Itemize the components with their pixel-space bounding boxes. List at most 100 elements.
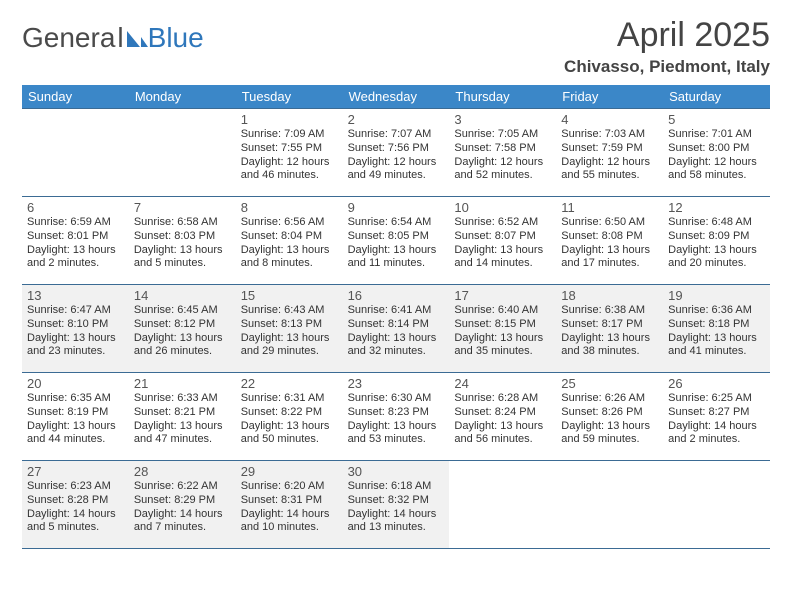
sunrise-text: Sunrise: 7:01 AM xyxy=(668,128,765,142)
sunrise-text: Sunrise: 6:41 AM xyxy=(348,304,445,318)
sunrise-text: Sunrise: 6:50 AM xyxy=(561,216,658,230)
sunset-text: Sunset: 8:21 PM xyxy=(134,406,231,420)
weekday-header: Thursday xyxy=(449,85,556,108)
calendar-cell: 23Sunrise: 6:30 AMSunset: 8:23 PMDayligh… xyxy=(343,372,450,460)
calendar-cell: 22Sunrise: 6:31 AMSunset: 8:22 PMDayligh… xyxy=(236,372,343,460)
sunrise-text: Sunrise: 6:54 AM xyxy=(348,216,445,230)
sunrise-text: Sunrise: 6:43 AM xyxy=(241,304,338,318)
sunrise-text: Sunrise: 6:28 AM xyxy=(454,392,551,406)
calendar-cell: 16Sunrise: 6:41 AMSunset: 8:14 PMDayligh… xyxy=(343,284,450,372)
sunset-text: Sunset: 8:26 PM xyxy=(561,406,658,420)
sunset-text: Sunset: 8:32 PM xyxy=(348,494,445,508)
day-number: 7 xyxy=(134,200,231,215)
weekday-header: Wednesday xyxy=(343,85,450,108)
day-number: 8 xyxy=(241,200,338,215)
daylight-text: Daylight: 13 hours and 8 minutes. xyxy=(241,244,338,272)
sunrise-text: Sunrise: 6:36 AM xyxy=(668,304,765,318)
calendar-cell: 5Sunrise: 7:01 AMSunset: 8:00 PMDaylight… xyxy=(663,108,770,196)
sunrise-text: Sunrise: 6:31 AM xyxy=(241,392,338,406)
day-number: 1 xyxy=(241,112,338,127)
daylight-text: Daylight: 14 hours and 10 minutes. xyxy=(241,508,338,536)
weekday-header: Tuesday xyxy=(236,85,343,108)
sunset-text: Sunset: 8:03 PM xyxy=(134,230,231,244)
day-number: 20 xyxy=(27,376,124,391)
calendar-cell: 17Sunrise: 6:40 AMSunset: 8:15 PMDayligh… xyxy=(449,284,556,372)
sunrise-text: Sunrise: 6:48 AM xyxy=(668,216,765,230)
calendar-bottom-rule xyxy=(22,548,770,549)
sunrise-text: Sunrise: 6:23 AM xyxy=(27,480,124,494)
daylight-text: Daylight: 13 hours and 5 minutes. xyxy=(134,244,231,272)
calendar-cell: 28Sunrise: 6:22 AMSunset: 8:29 PMDayligh… xyxy=(129,460,236,548)
sunrise-text: Sunrise: 6:47 AM xyxy=(27,304,124,318)
calendar-cell: 6Sunrise: 6:59 AMSunset: 8:01 PMDaylight… xyxy=(22,196,129,284)
calendar-cell-empty xyxy=(129,108,236,196)
calendar-cell: 24Sunrise: 6:28 AMSunset: 8:24 PMDayligh… xyxy=(449,372,556,460)
day-number: 10 xyxy=(454,200,551,215)
sunset-text: Sunset: 8:27 PM xyxy=(668,406,765,420)
sunrise-text: Sunrise: 7:03 AM xyxy=(561,128,658,142)
calendar-cell: 7Sunrise: 6:58 AMSunset: 8:03 PMDaylight… xyxy=(129,196,236,284)
daylight-text: Daylight: 13 hours and 11 minutes. xyxy=(348,244,445,272)
sunset-text: Sunset: 7:56 PM xyxy=(348,142,445,156)
daylight-text: Daylight: 13 hours and 29 minutes. xyxy=(241,332,338,360)
day-number: 16 xyxy=(348,288,445,303)
calendar-cell: 1Sunrise: 7:09 AMSunset: 7:55 PMDaylight… xyxy=(236,108,343,196)
sunrise-text: Sunrise: 6:20 AM xyxy=(241,480,338,494)
sunset-text: Sunset: 8:31 PM xyxy=(241,494,338,508)
calendar-cell: 15Sunrise: 6:43 AMSunset: 8:13 PMDayligh… xyxy=(236,284,343,372)
sunset-text: Sunset: 8:13 PM xyxy=(241,318,338,332)
day-number: 19 xyxy=(668,288,765,303)
daylight-text: Daylight: 13 hours and 23 minutes. xyxy=(27,332,124,360)
sunset-text: Sunset: 8:04 PM xyxy=(241,230,338,244)
logo-text-general: Genera xyxy=(22,22,115,54)
calendar-cell: 18Sunrise: 6:38 AMSunset: 8:17 PMDayligh… xyxy=(556,284,663,372)
sunset-text: Sunset: 7:58 PM xyxy=(454,142,551,156)
calendar-cell: 27Sunrise: 6:23 AMSunset: 8:28 PMDayligh… xyxy=(22,460,129,548)
title-block: April 2025 Chivasso, Piedmont, Italy xyxy=(564,16,770,77)
daylight-text: Daylight: 13 hours and 14 minutes. xyxy=(454,244,551,272)
daylight-text: Daylight: 13 hours and 47 minutes. xyxy=(134,420,231,448)
daylight-text: Daylight: 12 hours and 49 minutes. xyxy=(348,156,445,184)
daylight-text: Daylight: 13 hours and 53 minutes. xyxy=(348,420,445,448)
sunrise-text: Sunrise: 7:09 AM xyxy=(241,128,338,142)
day-number: 26 xyxy=(668,376,765,391)
daylight-text: Daylight: 13 hours and 44 minutes. xyxy=(27,420,124,448)
sunrise-text: Sunrise: 6:25 AM xyxy=(668,392,765,406)
day-number: 25 xyxy=(561,376,658,391)
daylight-text: Daylight: 13 hours and 2 minutes. xyxy=(27,244,124,272)
sunrise-text: Sunrise: 6:52 AM xyxy=(454,216,551,230)
calendar-cell-empty xyxy=(556,460,663,548)
daylight-text: Daylight: 13 hours and 32 minutes. xyxy=(348,332,445,360)
day-number: 6 xyxy=(27,200,124,215)
sunset-text: Sunset: 8:22 PM xyxy=(241,406,338,420)
sunrise-text: Sunrise: 6:18 AM xyxy=(348,480,445,494)
weekday-header: Saturday xyxy=(663,85,770,108)
day-number: 14 xyxy=(134,288,231,303)
sunrise-text: Sunrise: 6:35 AM xyxy=(27,392,124,406)
weekday-header: Sunday xyxy=(22,85,129,108)
sunset-text: Sunset: 8:07 PM xyxy=(454,230,551,244)
sunset-text: Sunset: 8:09 PM xyxy=(668,230,765,244)
weekday-header: Friday xyxy=(556,85,663,108)
calendar-cell: 8Sunrise: 6:56 AMSunset: 8:04 PMDaylight… xyxy=(236,196,343,284)
daylight-text: Daylight: 13 hours and 38 minutes. xyxy=(561,332,658,360)
sunset-text: Sunset: 8:08 PM xyxy=(561,230,658,244)
sunrise-text: Sunrise: 6:45 AM xyxy=(134,304,231,318)
daylight-text: Daylight: 13 hours and 26 minutes. xyxy=(134,332,231,360)
day-number: 24 xyxy=(454,376,551,391)
sunset-text: Sunset: 8:23 PM xyxy=(348,406,445,420)
daylight-text: Daylight: 13 hours and 59 minutes. xyxy=(561,420,658,448)
location: Chivasso, Piedmont, Italy xyxy=(564,57,770,77)
day-number: 28 xyxy=(134,464,231,479)
sunrise-text: Sunrise: 6:58 AM xyxy=(134,216,231,230)
calendar-cell: 25Sunrise: 6:26 AMSunset: 8:26 PMDayligh… xyxy=(556,372,663,460)
day-number: 23 xyxy=(348,376,445,391)
sunset-text: Sunset: 8:10 PM xyxy=(27,318,124,332)
sunset-text: Sunset: 8:24 PM xyxy=(454,406,551,420)
calendar-cell: 20Sunrise: 6:35 AMSunset: 8:19 PMDayligh… xyxy=(22,372,129,460)
day-number: 30 xyxy=(348,464,445,479)
daylight-text: Daylight: 14 hours and 7 minutes. xyxy=(134,508,231,536)
sunset-text: Sunset: 8:05 PM xyxy=(348,230,445,244)
sunrise-text: Sunrise: 6:22 AM xyxy=(134,480,231,494)
sunrise-text: Sunrise: 6:26 AM xyxy=(561,392,658,406)
